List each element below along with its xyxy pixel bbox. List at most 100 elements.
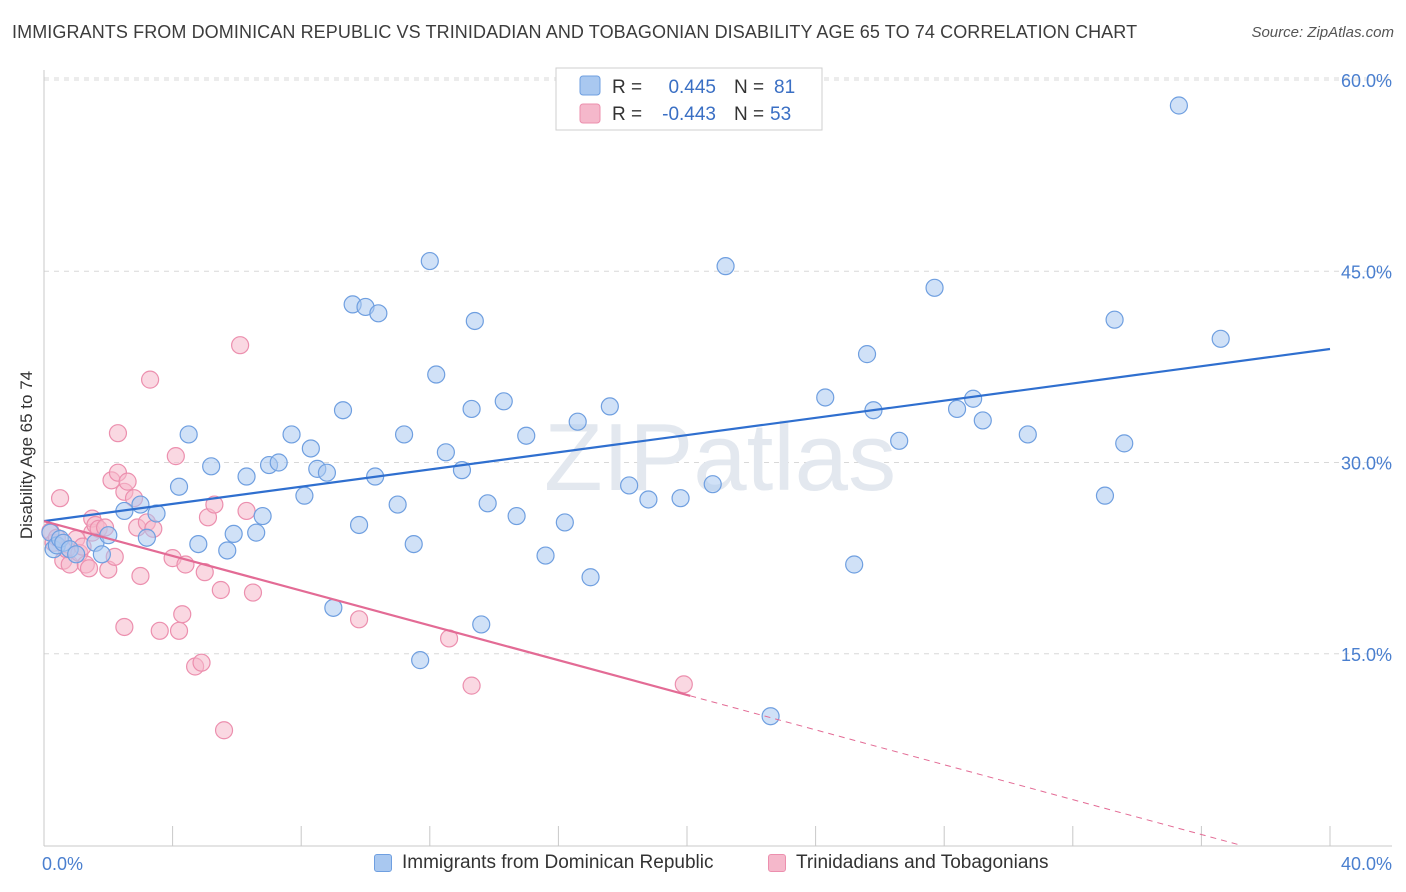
point-dominican-62 [761, 707, 780, 726]
point-dominican-60 [703, 475, 722, 494]
point-dominican-38 [394, 425, 414, 444]
point-dominican-63 [816, 388, 835, 407]
point-dominican-15 [179, 425, 198, 444]
point-dominican-48 [494, 392, 513, 411]
point-trinidadian-41 [205, 495, 224, 514]
point-dominican-54 [568, 412, 587, 431]
y-axis-label: Disability Age 65 to 74 [17, 371, 36, 539]
axes [43, 70, 1392, 847]
point-dominican-73 [1095, 486, 1115, 505]
point-trinidadian-31 [150, 621, 169, 640]
trend-line-trinidadian [43, 520, 691, 697]
trend-line-trinidadian-extension [690, 695, 1241, 846]
point-dominican-77 [1211, 329, 1230, 348]
point-trinidadian-46 [243, 583, 263, 602]
series-legend-item-dominican: Immigrants from Dominican Republic [374, 852, 714, 874]
point-dominican-41 [427, 365, 446, 384]
point-dominican-40 [420, 251, 439, 271]
series-swatch-pink [768, 854, 786, 872]
point-dominican-64 [845, 555, 864, 574]
legend-n-label-pink: N = [734, 104, 764, 125]
legend-n-value-blue: 81 [774, 77, 795, 98]
point-dominican-30 [333, 401, 353, 420]
x-tick-label-max: 40.0% [1341, 854, 1392, 874]
point-dominican-69 [947, 399, 967, 419]
point-dominican-59 [671, 489, 690, 508]
point-dominican-56 [600, 397, 619, 416]
point-dominican-27 [301, 439, 320, 458]
point-dominican-6 [67, 545, 86, 564]
point-dominican-37 [388, 495, 407, 514]
point-trinidadian-42 [211, 580, 230, 600]
point-dominican-12 [137, 528, 156, 547]
legend-r-label-blue: R = [612, 77, 642, 98]
series-legend-item-trinidadian: Trinidadians and Tobagonians [768, 852, 1048, 874]
point-dominican-61 [716, 257, 735, 276]
trend-line-dominican [43, 347, 1331, 523]
point-trinidadian-38 [192, 653, 211, 672]
y-tick-label-45: 45.0% [1341, 262, 1392, 282]
watermark: ZIPatlas [544, 404, 896, 511]
point-dominican-11 [131, 495, 150, 514]
point-dominican-21 [247, 523, 266, 542]
source-credit: Source: ZipAtlas.com [1251, 24, 1394, 41]
point-dominican-55 [581, 568, 600, 587]
point-dominican-45 [472, 615, 491, 634]
point-dominican-57 [620, 476, 639, 495]
legend-swatch-blue [579, 75, 601, 96]
point-trinidadian-34 [169, 621, 189, 640]
point-dominican-8 [92, 545, 111, 564]
point-dominican-16 [189, 534, 208, 554]
point-dominican-35 [349, 515, 369, 535]
point-dominican-25 [282, 425, 301, 444]
data-points [41, 96, 1230, 740]
trend-lines [43, 347, 1331, 846]
point-dominican-68 [925, 278, 944, 297]
point-trinidadian-24 [118, 472, 137, 491]
legend-n-value-pink: 53 [770, 104, 791, 125]
point-dominican-75 [1115, 434, 1134, 453]
point-trinidadian-33 [166, 447, 185, 466]
point-dominican-26 [295, 486, 314, 505]
point-trinidadian-49 [462, 676, 481, 695]
point-dominican-52 [536, 546, 555, 565]
y-tick-label-30: 30.0% [1341, 454, 1392, 474]
point-trinidadian-44 [231, 336, 250, 355]
tick-labels: 15.0% 30.0% 45.0% 60.0% 0.0% 40.0% [42, 71, 1392, 874]
point-trinidadian-21 [108, 424, 128, 443]
point-dominican-22 [253, 506, 272, 526]
gridlines [44, 77, 1392, 655]
point-trinidadian-45 [237, 501, 256, 521]
point-dominican-65 [857, 345, 877, 364]
series-legend-label-trinidadian: Trinidadians and Tobagonians [796, 852, 1049, 873]
y-tick-label-15: 15.0% [1341, 645, 1392, 665]
point-trinidadian-50 [674, 675, 693, 694]
x-tick-label-min: 0.0% [42, 854, 83, 874]
point-dominican-24 [269, 453, 288, 472]
legend-r-label-pink: R = [612, 104, 642, 125]
point-dominican-44 [462, 399, 481, 419]
point-dominican-14 [169, 477, 189, 496]
series-legend-label-dominican: Immigrants from Dominican Republic [402, 852, 714, 873]
point-dominican-19 [237, 467, 256, 486]
point-dominican-46 [478, 494, 497, 513]
point-dominican-33 [369, 304, 388, 323]
point-trinidadian-23 [115, 617, 134, 637]
point-trinidadian-35 [173, 605, 192, 624]
series-swatch-blue [374, 854, 392, 872]
point-dominican-50 [517, 426, 536, 445]
point-dominican-70 [964, 389, 983, 408]
legend-swatch-pink [579, 103, 601, 124]
chart-title: IMMIGRANTS FROM DOMINICAN REPUBLIC VS TR… [12, 22, 1138, 42]
point-dominican-76 [1169, 96, 1188, 115]
point-dominican-49 [507, 506, 526, 526]
point-dominican-53 [555, 513, 574, 532]
point-trinidadian-43 [214, 721, 234, 740]
point-dominican-72 [1018, 425, 1037, 444]
point-trinidadian-3 [50, 489, 70, 508]
point-dominican-67 [890, 431, 909, 450]
point-dominican-42 [436, 443, 455, 462]
point-trinidadian-47 [349, 610, 369, 629]
point-dominican-51 [411, 651, 430, 670]
